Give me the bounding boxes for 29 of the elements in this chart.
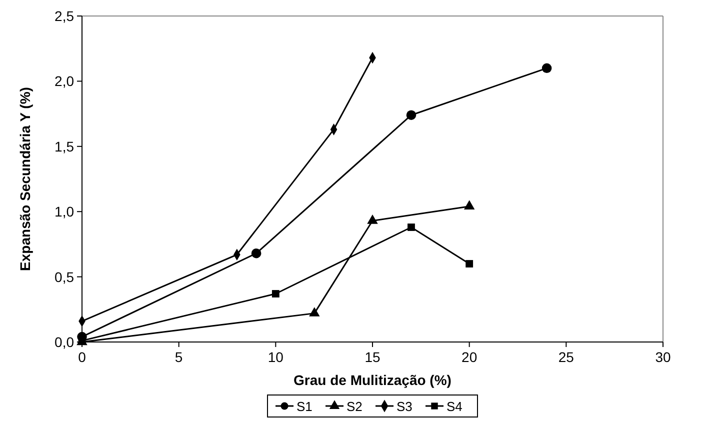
x-tick-label: 25: [558, 349, 574, 365]
y-tick-label: 0,5: [54, 268, 74, 285]
x-axis-title: Grau de Mulitização (%): [294, 372, 452, 388]
x-tick-label: 15: [364, 349, 380, 365]
point: [367, 214, 378, 224]
x-tick-label: 5: [174, 349, 183, 365]
point: [77, 332, 87, 342]
legend-label: S1: [296, 399, 312, 414]
legend-label: S4: [446, 399, 462, 414]
x-tick-label: 10: [268, 349, 284, 365]
legend-label: S2: [346, 399, 362, 414]
y-tick-label: 1,5: [54, 138, 74, 154]
point: [309, 307, 320, 316]
y-tick-label: 0,0: [54, 334, 74, 350]
point: [251, 248, 262, 258]
point: [406, 110, 416, 120]
y-tick-label: 2,0: [54, 73, 74, 90]
point: [542, 63, 552, 74]
y-axis-title: Expansão Secundária Y (%): [17, 87, 33, 271]
point: [466, 260, 474, 268]
legend-label: S3: [396, 399, 412, 414]
x-tick-label: 30: [655, 349, 671, 365]
point: [272, 290, 280, 298]
y-tick-label: 2,5: [54, 8, 74, 24]
x-tick-label: 20: [462, 349, 478, 365]
y-tick-label: 1,0: [54, 204, 74, 220]
point: [464, 200, 475, 210]
point: [408, 224, 415, 231]
x-tick-label: 0: [78, 349, 86, 365]
